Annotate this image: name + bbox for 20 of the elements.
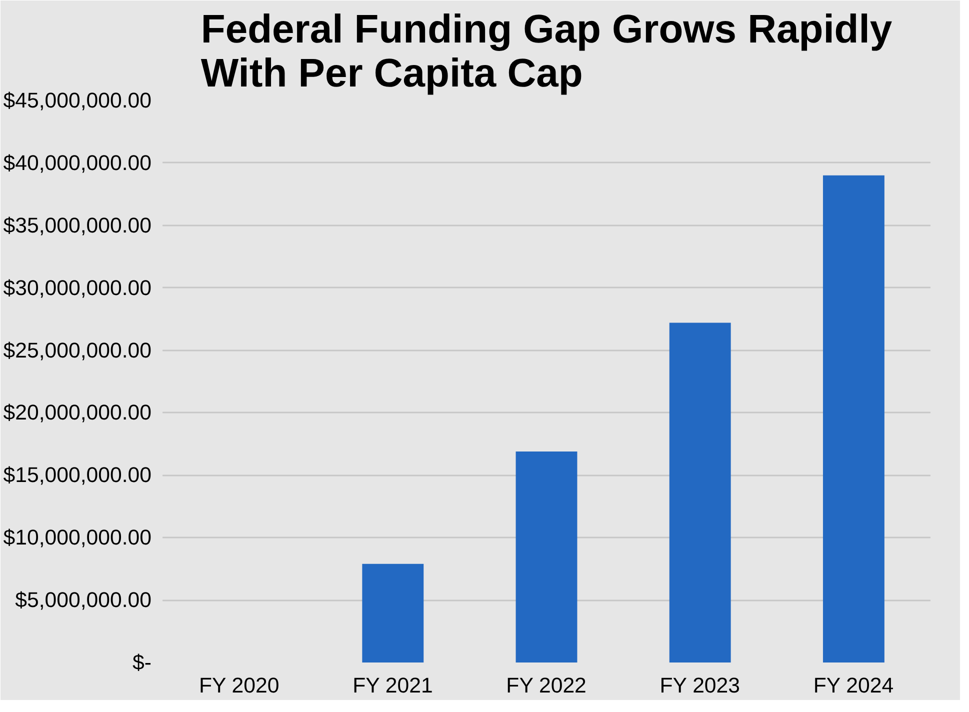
- y-tick-label: $40,000,000.00: [3, 150, 152, 175]
- y-tick-label: $15,000,000.00: [3, 463, 152, 488]
- bar: [362, 564, 424, 662]
- y-tick-label: $5,000,000.00: [15, 588, 152, 612]
- bar: [822, 175, 884, 662]
- y-tick-label: $20,000,000.00: [3, 400, 152, 425]
- y-tick-label: $25,000,000.00: [3, 338, 152, 362]
- x-tick-label: FY 2021: [352, 674, 433, 698]
- y-tick-label: $35,000,000.00: [3, 213, 152, 238]
- y-tick-label: $30,000,000.00: [3, 276, 152, 300]
- x-tick-label: FY 2023: [660, 674, 740, 698]
- bar: [669, 322, 731, 662]
- x-tick-label: FY 2024: [813, 674, 894, 698]
- y-tick-label: $10,000,000.00: [3, 526, 152, 550]
- chart-title: Federal Funding Gap Grows Rapidly With Per Capita Cap: [200, 8, 893, 96]
- y-tick-label: $45,000,000.00: [3, 88, 152, 112]
- x-tick-label: FY 2020: [198, 674, 280, 698]
- x-tick-label: FY 2022: [506, 674, 586, 698]
- y-tick-label: $-: [132, 650, 152, 674]
- bar: [516, 451, 578, 662]
